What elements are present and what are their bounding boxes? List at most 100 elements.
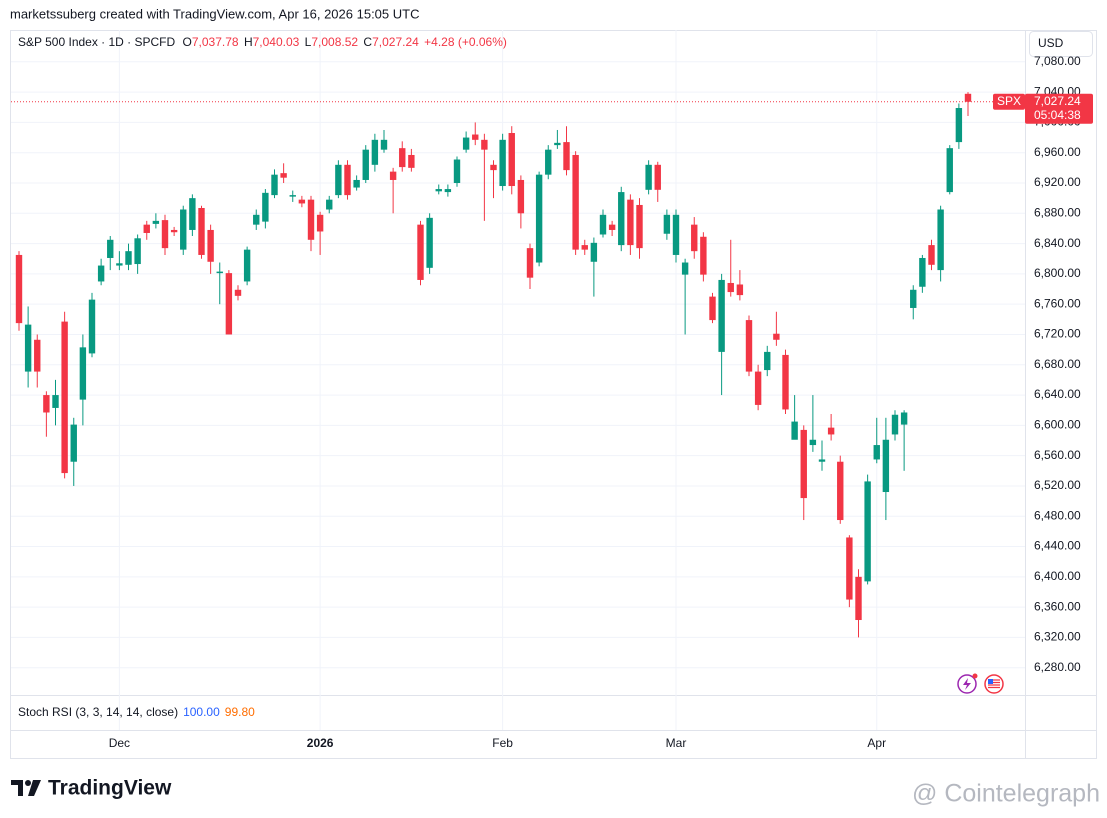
- candle-body: [280, 173, 287, 178]
- candle-body: [581, 245, 588, 250]
- candle-body: [15, 254, 23, 324]
- candle-body: [535, 174, 543, 263]
- frame: [10, 30, 1097, 759]
- candle-body: [79, 347, 87, 400]
- candle-body: [964, 93, 972, 102]
- candle-body: [946, 148, 953, 193]
- candle-body: [508, 133, 515, 187]
- candle-body: [444, 189, 452, 193]
- candle-body: [700, 236, 707, 275]
- candle-body: [234, 289, 242, 296]
- candle-body: [910, 289, 917, 308]
- indicator: Stoch RSI (3, 3, 14, 14, close) 100.00 99.…: [18, 705, 255, 719]
- candle-body: [654, 164, 661, 190]
- candle-body: [426, 217, 433, 268]
- y-tick-label: 6,480.00: [1034, 508, 1081, 522]
- candle-body: [681, 262, 689, 275]
- candle-body: [764, 351, 771, 371]
- legend-key: L: [305, 35, 312, 49]
- indicator-k: 100.00: [183, 705, 220, 719]
- candle-body: [243, 249, 251, 282]
- candle-body: [198, 207, 205, 255]
- indicator-d: 99.80: [225, 705, 255, 719]
- candle-body: [809, 439, 817, 446]
- y-tick-label: 6,600.00: [1034, 418, 1081, 432]
- y-tick-label: 6,360.00: [1034, 599, 1081, 613]
- candle-body: [691, 224, 698, 252]
- candle-body: [335, 164, 342, 196]
- candle-body: [143, 224, 150, 233]
- candle-body: [864, 481, 871, 582]
- candle-body: [472, 134, 479, 140]
- candle-body: [207, 229, 214, 262]
- y-tick-label: 6,720.00: [1034, 327, 1081, 341]
- y-tick-label: 6,400.00: [1034, 569, 1081, 583]
- candle-body: [900, 412, 908, 425]
- candle-body: [152, 220, 160, 224]
- candle-body: [170, 229, 178, 233]
- y-tick-label: 6,320.00: [1034, 630, 1081, 644]
- x-tick-label: 2026: [307, 736, 334, 750]
- x-tick-label: Feb: [492, 736, 513, 750]
- logo-shape: [11, 780, 23, 796]
- candle-body: [928, 245, 935, 265]
- candle-body: [882, 439, 890, 493]
- candle-body: [773, 333, 780, 340]
- candle-body: [818, 459, 826, 462]
- candle-body: [572, 154, 579, 250]
- currency-button[interactable]: [1029, 31, 1093, 57]
- candle-body: [180, 209, 187, 250]
- price-tag-label: 7,027.24: [1034, 94, 1081, 108]
- x-tick-label: Dec: [109, 736, 130, 750]
- x-tick-label: Apr: [867, 736, 886, 750]
- candle-body: [453, 159, 461, 183]
- price-tag: [1025, 93, 1093, 124]
- indicator-name: Stoch RSI (3, 3, 14, 14, close): [18, 705, 178, 719]
- candle-body: [590, 242, 598, 262]
- flash-glyph: [963, 678, 971, 690]
- candle-body: [262, 192, 269, 222]
- candle-body: [289, 195, 296, 197]
- candle-body: [736, 284, 744, 296]
- candle-body: [225, 273, 233, 335]
- watermark: @ Cointelegraph: [912, 780, 1100, 808]
- legend-value: 7,008.52: [311, 35, 358, 49]
- candle-body: [61, 321, 68, 474]
- candle-body: [316, 214, 324, 232]
- candle-body: [754, 371, 762, 405]
- grid: [11, 30, 1025, 730]
- y-tick-label: 6,680.00: [1034, 357, 1081, 371]
- candle-body: [134, 238, 141, 265]
- candle-body: [107, 239, 114, 258]
- y-tick-label: 6,520.00: [1034, 478, 1081, 492]
- candle-body: [636, 204, 643, 249]
- candle-body: [298, 199, 306, 204]
- legend: S&P 500 Index · 1D · SPCFD O7,037.78 H7,…: [18, 35, 507, 49]
- candle-body: [800, 429, 807, 499]
- legend-value: 7,040.03: [253, 35, 300, 49]
- candle-body: [52, 395, 59, 408]
- brand-logo: [11, 780, 41, 796]
- candle-body: [563, 142, 570, 171]
- candle-body: [362, 149, 369, 180]
- candle-body: [782, 354, 789, 410]
- currency[interactable]: USD: [1038, 36, 1064, 50]
- candle-body: [408, 154, 415, 168]
- candle-body: [672, 214, 680, 255]
- candle-body: [70, 424, 77, 462]
- candle-body: [326, 199, 333, 210]
- header: marketssuberg created with TradingView.c…: [10, 6, 419, 21]
- y-tick-label: 7,080.00: [1034, 54, 1081, 68]
- y-tick-label: 6,880.00: [1034, 205, 1081, 219]
- legend-name: S&P 500 Index · 1D · SPCFD: [18, 35, 176, 49]
- candle-body: [855, 576, 862, 621]
- symbol-tag-label: SPX: [997, 94, 1021, 108]
- candle-body: [599, 214, 607, 235]
- candle-body: [353, 179, 360, 188]
- candle-body: [517, 179, 525, 214]
- legend-key: H: [244, 35, 253, 49]
- candle-body: [97, 265, 105, 282]
- candle-body: [344, 164, 351, 196]
- candle-body: [399, 148, 406, 168]
